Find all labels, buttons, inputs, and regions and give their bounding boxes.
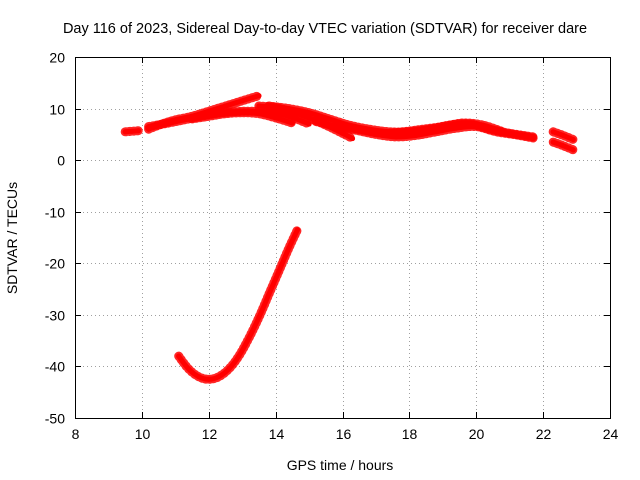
y-tick-label: -50 <box>45 411 65 427</box>
data-point <box>480 122 486 128</box>
data-point <box>206 376 212 382</box>
data-point <box>129 128 135 134</box>
data-point <box>440 124 446 130</box>
y-axis-label: SDTVAR / TECUs <box>4 182 20 294</box>
data-point <box>349 135 356 142</box>
data-point <box>560 132 566 138</box>
plot-area <box>120 91 578 384</box>
data-point <box>400 129 406 135</box>
data-point <box>380 130 386 136</box>
data-point <box>360 127 366 133</box>
data-point <box>246 335 252 341</box>
data-point <box>286 245 292 251</box>
data-point <box>236 353 242 359</box>
data-point <box>550 139 556 145</box>
data-point <box>266 103 272 109</box>
x-tick-label: 18 <box>402 426 418 442</box>
data-point <box>273 115 279 121</box>
data-point <box>460 120 466 126</box>
axis-ticks: 8 10 12 14 16 18 20 22 24 -50 -40 -30 -20 -10 0 10 20 <box>45 50 619 443</box>
data-point <box>570 136 576 143</box>
data-point <box>530 135 536 141</box>
x-tick-label: 16 <box>336 426 352 442</box>
x-tick-label: 24 <box>603 426 619 442</box>
x-tick-label: 14 <box>269 426 285 442</box>
data-point <box>222 111 229 117</box>
data-point <box>256 111 262 117</box>
data-point <box>570 147 576 153</box>
y-tick-label: 0 <box>57 153 65 169</box>
data-point <box>266 291 272 297</box>
data-point <box>146 124 152 130</box>
data-point <box>239 110 245 116</box>
data-point <box>313 118 319 125</box>
data-point <box>513 132 520 138</box>
data-point <box>189 116 195 122</box>
data-point <box>289 120 295 126</box>
data-point <box>420 126 426 132</box>
data-point <box>500 129 506 135</box>
data-point <box>222 103 229 109</box>
data-point <box>122 129 128 135</box>
data-point <box>256 93 262 99</box>
data-point <box>135 128 142 134</box>
data-point <box>206 113 212 119</box>
y-tick-label: 10 <box>49 102 65 118</box>
data-point <box>166 120 172 126</box>
data-point <box>333 123 339 129</box>
y-tick-label: -30 <box>45 308 65 324</box>
data-point <box>176 353 182 359</box>
data-point <box>286 106 292 112</box>
grid <box>75 57 610 418</box>
x-tick-label: 20 <box>469 426 485 442</box>
x-tick-label: 22 <box>536 426 552 442</box>
data-point <box>196 374 202 380</box>
data-point <box>186 366 192 372</box>
data-point <box>276 268 282 274</box>
x-tick-label: 8 <box>72 426 80 442</box>
y-tick-label: -10 <box>45 205 65 221</box>
y-tick-label: 20 <box>49 50 65 66</box>
data-point <box>256 103 262 109</box>
data-point <box>239 98 245 104</box>
data-point <box>256 314 262 320</box>
data-point <box>216 374 222 380</box>
x-tick-label: 10 <box>135 426 151 442</box>
y-tick-label: -20 <box>45 256 65 272</box>
x-tick-label: 12 <box>202 426 218 442</box>
data-point <box>226 366 232 372</box>
data-point <box>560 143 566 149</box>
x-axis-label: GPS time / hours <box>287 457 394 473</box>
y-tick-label: -40 <box>45 359 65 375</box>
data-point <box>306 110 312 116</box>
data-point <box>294 227 300 233</box>
data-point <box>550 129 556 135</box>
data-point <box>339 124 346 130</box>
chart-title: Day 116 of 2023, Sidereal Day-to-day VTE… <box>63 21 587 37</box>
